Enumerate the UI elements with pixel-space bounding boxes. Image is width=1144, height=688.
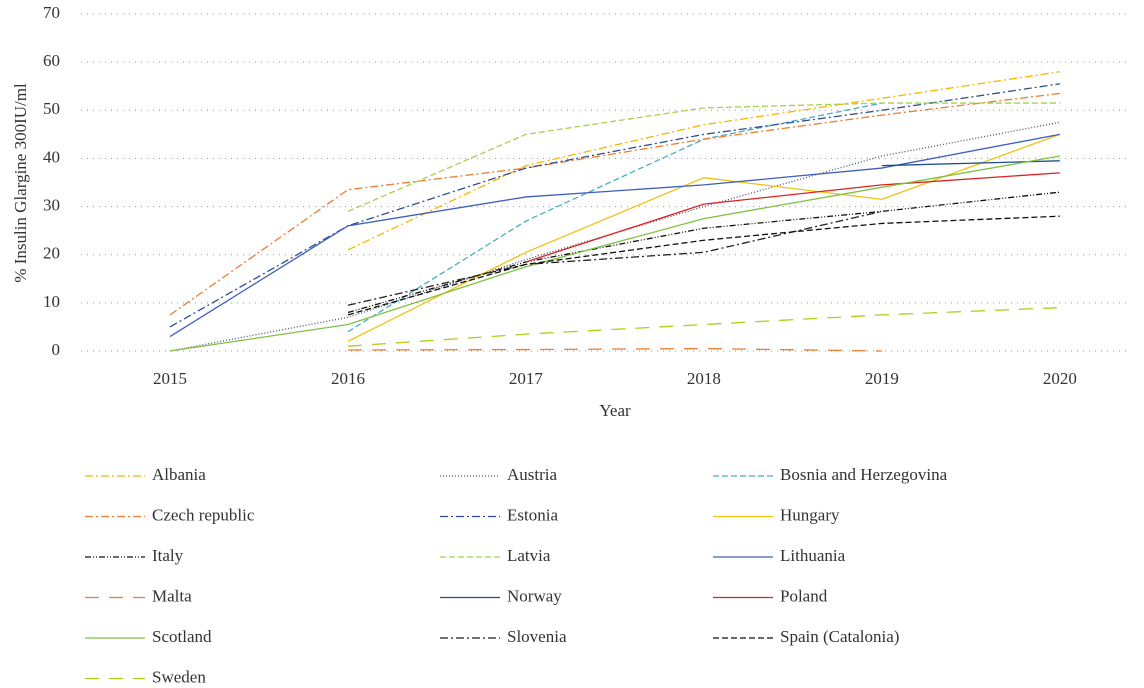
legend-label: Czech republic <box>152 505 255 524</box>
series-line <box>347 191 1060 314</box>
series-line <box>347 133 1061 342</box>
series-line <box>347 71 1060 251</box>
legend-label: Poland <box>780 586 828 605</box>
legend-label: Spain (Catalonia) <box>780 627 899 646</box>
x-tick-label: 2018 <box>687 369 721 388</box>
y-tick-label: 40 <box>43 147 60 166</box>
y-tick-label: 30 <box>43 195 60 214</box>
series-line <box>169 155 1060 352</box>
legend-label: Lithuania <box>780 546 846 565</box>
series-line <box>347 307 1060 347</box>
legend-label: Norway <box>507 586 562 605</box>
x-tick-label: 2017 <box>509 369 544 388</box>
legend-label: Sweden <box>152 667 206 686</box>
legend-label: Malta <box>152 586 192 605</box>
series-line <box>525 172 1060 263</box>
legend-label: Albania <box>152 465 206 484</box>
series-line <box>169 92 1060 316</box>
y-tick-label: 60 <box>43 51 60 70</box>
legend-label: Estonia <box>507 505 558 524</box>
legend-label: Latvia <box>507 546 551 565</box>
x-tick-label: 2019 <box>865 369 899 388</box>
y-tick-label: 50 <box>43 99 60 118</box>
x-tick-label: 2016 <box>331 369 365 388</box>
series-line <box>347 347 882 352</box>
series-line <box>169 121 1060 352</box>
y-tick-label: 70 <box>43 3 60 22</box>
legend-label: Italy <box>152 546 184 565</box>
legend-label: Hungary <box>780 505 840 524</box>
legend-label: Scotland <box>152 627 212 646</box>
y-tick-label: 0 <box>52 340 61 359</box>
series-line <box>347 102 882 333</box>
x-tick-label: 2020 <box>1043 369 1077 388</box>
y-tick-label: 20 <box>43 244 60 263</box>
series-line <box>347 102 1060 212</box>
legend-label: Slovenia <box>507 627 567 646</box>
legend-label: Austria <box>507 465 558 484</box>
y-tick-label: 10 <box>43 292 60 311</box>
x-axis-label: Year <box>599 401 631 420</box>
series-line <box>347 215 1060 316</box>
series-line <box>347 210 882 306</box>
legend-label: Bosnia and Herzegovina <box>780 465 948 484</box>
series-line <box>169 83 1060 328</box>
y-axis-label: % Insulin Glargine 300IU/ml <box>11 83 30 283</box>
x-tick-label: 2015 <box>153 369 187 388</box>
series-line <box>169 133 1060 338</box>
